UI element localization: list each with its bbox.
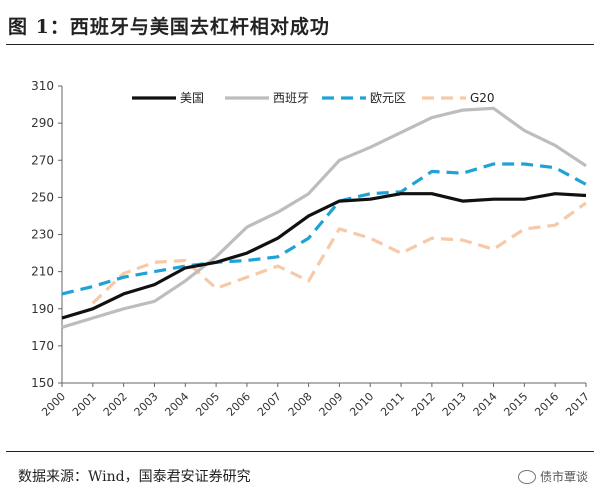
series-line-0 xyxy=(61,192,587,320)
x-tick-label: 2017 xyxy=(563,390,592,419)
legend: 美国 西班牙 欧元区 G20 xyxy=(132,91,495,105)
source-note: 数据来源：Wind，国泰君安证券研究 xyxy=(18,469,251,485)
chart-title: 图 1：西班牙与美国去杠杆相对成功 xyxy=(8,16,330,38)
x-tick-label: 2004 xyxy=(162,390,191,419)
series-line-3 xyxy=(91,201,587,305)
watermark: 债市覃谈 xyxy=(517,468,588,485)
y-tick-label: 150 xyxy=(31,376,54,390)
y-tick-label: 270 xyxy=(31,153,54,167)
y-tick-label: 230 xyxy=(31,228,54,242)
series-line-2 xyxy=(61,162,587,296)
title-divider xyxy=(6,44,594,45)
series-lines xyxy=(61,106,587,329)
y-tick-label: 190 xyxy=(31,302,54,316)
x-tick-label: 2007 xyxy=(255,390,284,419)
series-line-1 xyxy=(61,106,587,329)
x-tick-label: 2009 xyxy=(317,390,346,419)
x-tick-label: 2015 xyxy=(501,390,530,419)
watermark-text: 债市覃谈 xyxy=(539,470,588,484)
x-tick-label: 2014 xyxy=(471,390,500,419)
x-tick-label: 2016 xyxy=(532,390,561,419)
x-tick-label: 2000 xyxy=(39,390,68,419)
legend-label-3: G20 xyxy=(470,91,495,105)
footer-divider xyxy=(6,451,594,452)
x-tick-label: 2003 xyxy=(132,390,161,419)
x-tick-label: 2001 xyxy=(70,390,99,419)
legend-label-1: 西班牙 xyxy=(273,91,309,105)
legend-label-0: 美国 xyxy=(180,91,204,105)
x-tick-label: 2010 xyxy=(347,390,376,419)
x-tick-label: 2002 xyxy=(101,390,130,419)
x-tick-label: 2013 xyxy=(440,390,469,419)
legend-label-2: 欧元区 xyxy=(370,91,406,105)
x-tick-label: 2011 xyxy=(378,390,407,419)
x-tick-label: 2012 xyxy=(409,390,438,419)
y-tick-label: 250 xyxy=(31,190,54,204)
y-tick-label: 170 xyxy=(31,339,54,353)
y-tick-label: 290 xyxy=(31,116,54,130)
x-tick-label: 2006 xyxy=(224,390,253,419)
y-tick-label: 310 xyxy=(31,79,54,93)
wechat-icon xyxy=(517,469,536,484)
x-tick-label: 2008 xyxy=(286,390,315,419)
x-tick-label: 2005 xyxy=(193,390,222,419)
y-tick-label: 210 xyxy=(31,265,54,279)
